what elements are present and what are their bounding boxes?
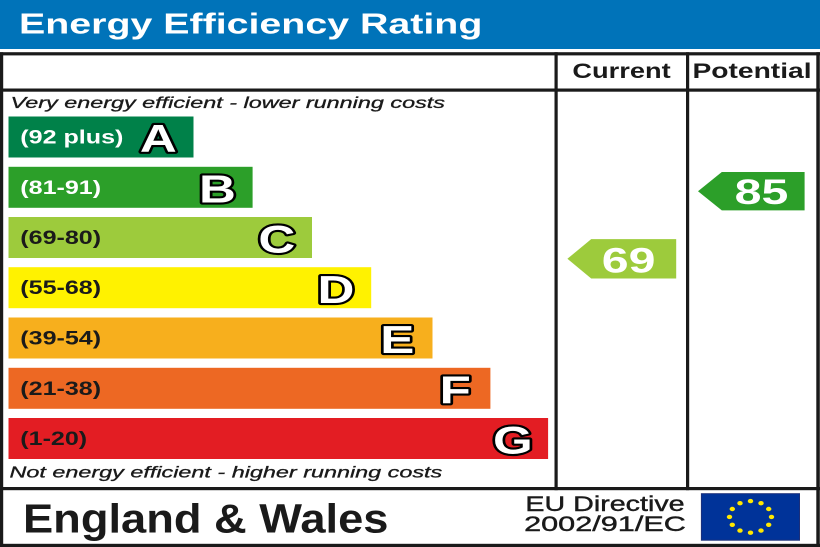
- svg-text:(39-54): (39-54): [20, 327, 101, 348]
- svg-text:C: C: [258, 217, 295, 261]
- svg-text:Current: Current: [572, 60, 670, 83]
- svg-text:EU Directive: EU Directive: [525, 493, 684, 516]
- svg-text:(69-80): (69-80): [20, 227, 101, 248]
- svg-text:G: G: [493, 418, 533, 462]
- svg-text:F: F: [440, 368, 471, 412]
- svg-text:Very energy efficient - lower: Very energy efficient - lower running co…: [11, 95, 446, 112]
- svg-text:Not energy efficient - higher: Not energy efficient - higher running co…: [10, 464, 443, 481]
- svg-text:2002/91/EC: 2002/91/EC: [524, 512, 686, 536]
- svg-text:85: 85: [735, 172, 789, 211]
- svg-text:(21-38): (21-38): [20, 378, 101, 399]
- svg-text:D: D: [318, 268, 355, 312]
- svg-text:(55-68): (55-68): [20, 277, 101, 298]
- svg-text:(81-91): (81-91): [20, 177, 101, 198]
- svg-text:69: 69: [602, 240, 656, 279]
- svg-text:Energy Efficiency Rating: Energy Efficiency Rating: [19, 8, 482, 40]
- svg-text:A: A: [140, 117, 177, 161]
- svg-text:B: B: [199, 167, 236, 211]
- svg-text:Potential: Potential: [692, 60, 811, 84]
- svg-text:(92 plus): (92 plus): [20, 126, 123, 147]
- svg-text:England & Wales: England & Wales: [23, 496, 388, 542]
- svg-text:E: E: [380, 318, 414, 362]
- svg-text:(1-20): (1-20): [20, 428, 87, 449]
